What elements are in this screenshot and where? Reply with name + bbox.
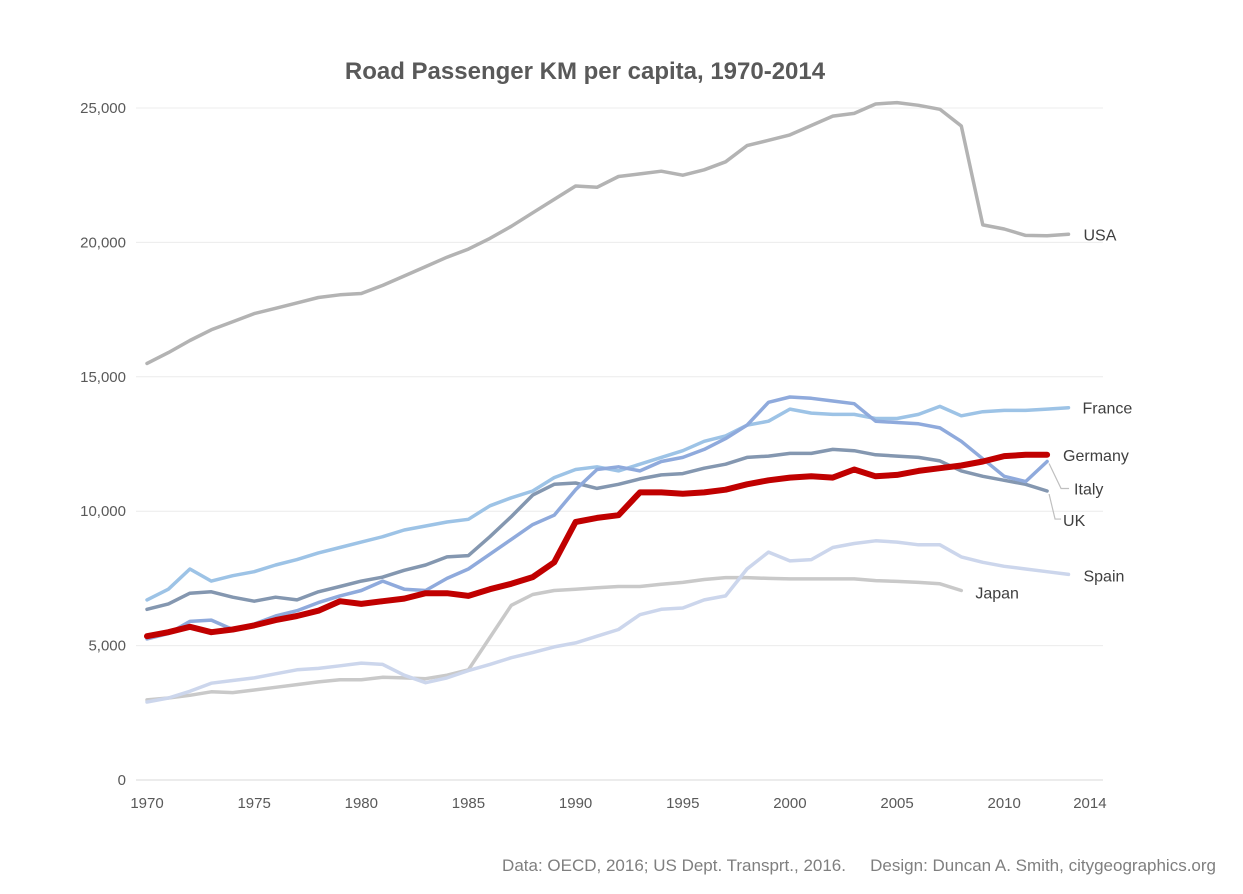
y-tick-label: 15,000 xyxy=(80,369,126,386)
x-tick-label: 1985 xyxy=(452,795,485,812)
x-tick-label: 1970 xyxy=(130,795,163,812)
gridlines xyxy=(136,107,1103,781)
series-label-uk: UK xyxy=(1063,513,1086,530)
series-label-japan: Japan xyxy=(975,585,1019,602)
series-label-spain: Spain xyxy=(1083,568,1124,585)
series-line-italy xyxy=(145,395,1049,641)
y-tick-label: 10,000 xyxy=(80,503,126,520)
series-line-uk xyxy=(145,447,1049,612)
x-tick-label: 1990 xyxy=(559,795,592,812)
series-line-japan xyxy=(145,575,964,702)
y-tick-label: 25,000 xyxy=(80,100,126,117)
series-line-spain xyxy=(145,539,1071,704)
chart-title: Road Passenger KM per capita, 1970-2014 xyxy=(345,58,826,85)
series-line-france xyxy=(145,404,1071,602)
x-tick-label: 1995 xyxy=(666,795,699,812)
x-tick-label: 2000 xyxy=(773,795,806,812)
x-tick-label: 2005 xyxy=(880,795,913,812)
axis-labels: 0 5,000 10,000 15,000 20,000 25,000 1970 1975 19… xyxy=(80,100,1106,812)
footer-design-credit: Design: Duncan A. Smith, citygeographics… xyxy=(870,856,1216,875)
y-tick-label: 5,000 xyxy=(88,638,126,655)
x-tick-label: 1975 xyxy=(237,795,270,812)
footer-data-credit: Data: OECD, 2016; US Dept. Transprt., 20… xyxy=(502,856,846,875)
x-tick-label: 2010 xyxy=(988,795,1021,812)
x-tick-label: 1980 xyxy=(345,795,378,812)
x-tick-label: 2014 xyxy=(1073,795,1106,812)
leader-line-italy xyxy=(1048,463,1070,490)
leader-line-uk xyxy=(1048,493,1062,520)
y-tick-label: 0 xyxy=(118,772,126,789)
series-label-france: France xyxy=(1082,401,1132,418)
series-lines xyxy=(144,100,1071,704)
series-line-usa xyxy=(145,100,1071,366)
series-label-germany: Germany xyxy=(1063,448,1129,465)
series-line-germany xyxy=(144,451,1051,640)
series-label-italy: Italy xyxy=(1074,481,1103,498)
series-end-labels: USA Japan Spain France UK Italy Germany xyxy=(975,227,1132,602)
y-tick-label: 20,000 xyxy=(80,234,126,251)
series-label-usa: USA xyxy=(1083,227,1116,244)
